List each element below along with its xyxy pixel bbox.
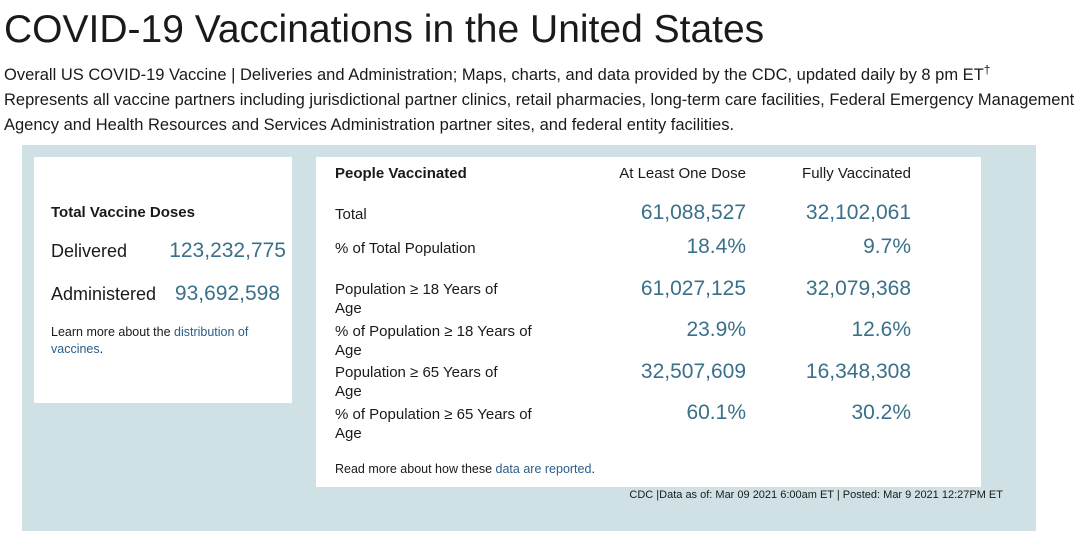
row-label: % of Total Population [335, 240, 476, 257]
administered-label: Administered [51, 284, 157, 304]
dagger-footnote: † [983, 62, 991, 77]
vaccination-panel: Total Vaccine Doses Delivered 123,232,77… [22, 145, 1036, 531]
delivered-label: Delivered [51, 241, 128, 261]
data-timestamp-footer: CDC |Data as of: Mar 09 2021 6:00am ET |… [629, 489, 1003, 501]
read-more-text: Read more about how these data are repor… [335, 462, 595, 476]
row-label: Population ≥ 18 Years of Age [335, 281, 498, 317]
read-more-suffix: . [591, 462, 595, 476]
people-vaccinated-card: People Vaccinated At Least One Dose Full… [316, 157, 981, 487]
page-title: COVID-19 Vaccinations in the United Stat… [4, 8, 765, 51]
row-one-dose-value: 32,507,609 [640, 360, 746, 383]
data-reported-link[interactable]: data are reported [495, 462, 592, 476]
row-one-dose-value: 61,027,125 [640, 277, 746, 300]
row-one-dose-value: 18.4% [686, 235, 746, 258]
row-label: % of Population ≥ 65 Years of Age [335, 406, 532, 442]
learn-more-suffix: . [99, 342, 104, 356]
learn-more-prefix: Learn more about the [51, 325, 174, 339]
row-one-dose-value: 60.1% [686, 401, 746, 424]
administered-value: 93,692,598 [174, 282, 280, 305]
row-fully-vaccinated-value: 32,079,368 [805, 277, 911, 300]
distribution-link[interactable]: distribution of vaccines [51, 325, 249, 356]
row-label: Population ≥ 65 Years of Age [335, 364, 498, 400]
learn-more-text: Learn more about the distribution of vac… [51, 324, 281, 358]
row-fully-vaccinated-value: 30.2% [851, 401, 911, 424]
total-doses-card: Total Vaccine Doses Delivered 123,232,77… [34, 157, 292, 403]
page-subtitle: Overall US COVID-19 Vaccine | Deliveries… [4, 63, 1076, 138]
row-fully-vaccinated-value: 32,102,061 [805, 201, 911, 224]
column-header-fully-vaccinated: Fully Vaccinated [802, 165, 911, 182]
read-more-prefix: Read more about how these [335, 462, 496, 476]
row-fully-vaccinated-value: 12.6% [851, 318, 911, 341]
people-vaccinated-heading: People Vaccinated [335, 165, 467, 182]
subtitle-line-2: Represents all vaccine partners includin… [4, 91, 1075, 134]
row-one-dose-value: 61,088,527 [640, 201, 746, 224]
row-fully-vaccinated-value: 16,348,308 [805, 360, 911, 383]
row-label: % of Population ≥ 18 Years of Age [335, 323, 532, 359]
delivered-value: 123,232,775 [169, 239, 286, 262]
row-label: Total [335, 206, 367, 223]
row-one-dose-value: 23.9% [686, 318, 746, 341]
total-doses-heading: Total Vaccine Doses [51, 204, 195, 221]
subtitle-line-1: Overall US COVID-19 Vaccine | Deliveries… [4, 66, 984, 84]
row-fully-vaccinated-value: 9.7% [863, 235, 911, 258]
column-header-one-dose: At Least One Dose [619, 165, 746, 182]
